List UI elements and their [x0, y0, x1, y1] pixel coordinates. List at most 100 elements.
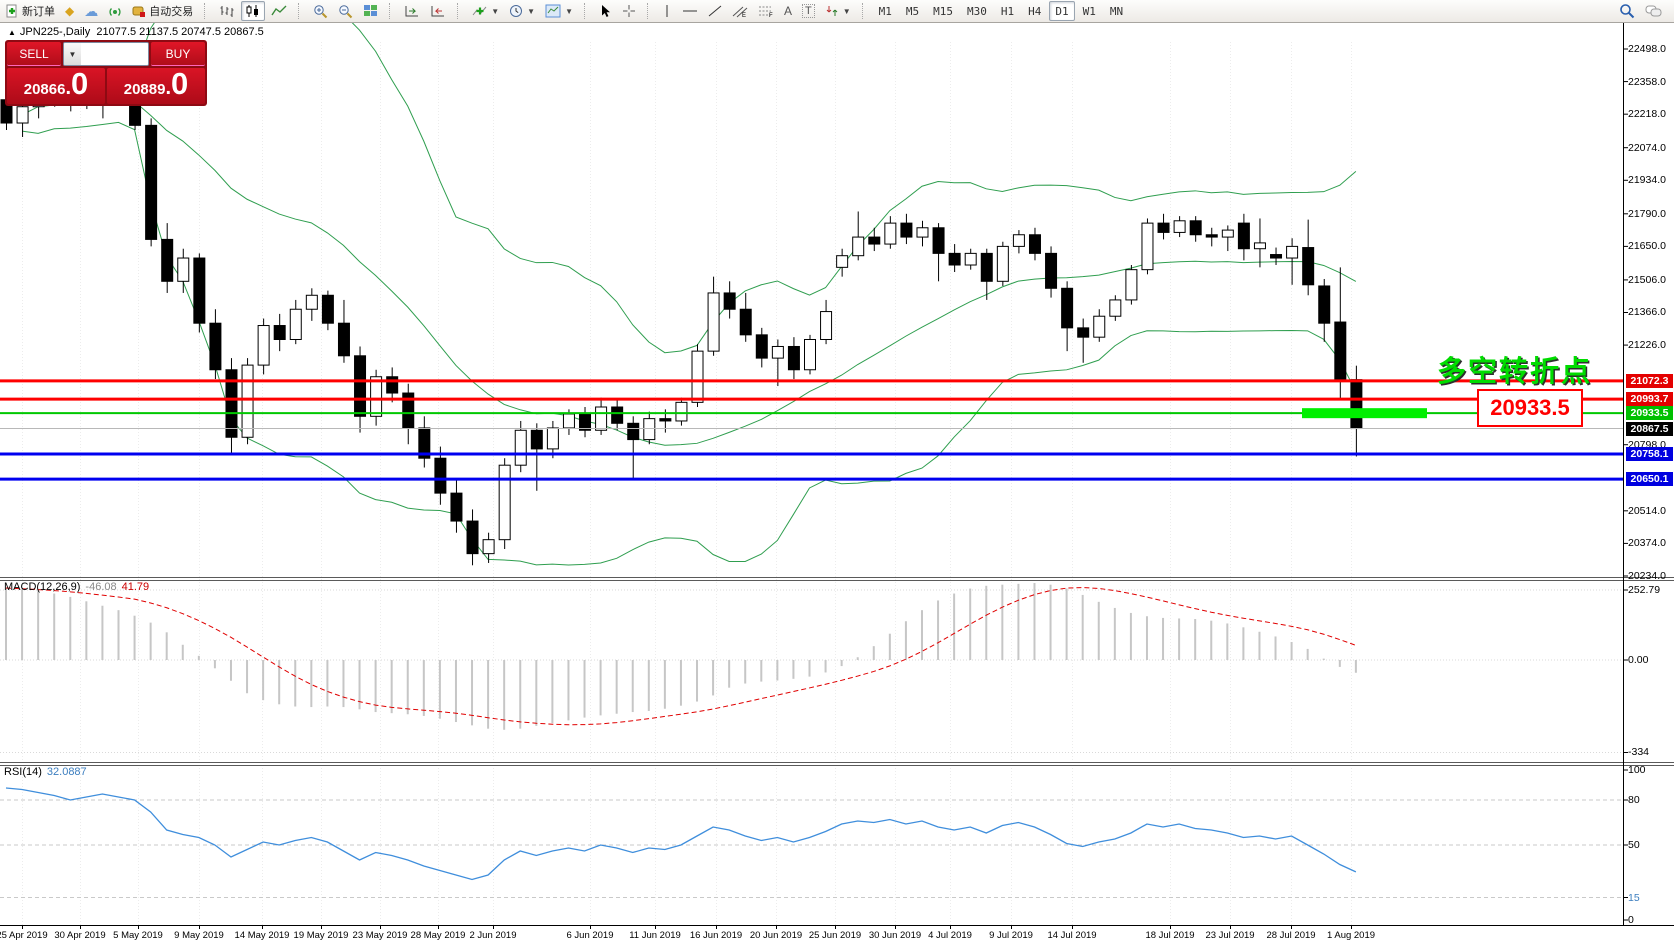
cursor-icon — [602, 5, 610, 17]
horizontal-line-tool[interactable] — [678, 1, 702, 21]
timeframe-m5[interactable]: M5 — [905, 4, 920, 18]
rsi-axis-label: 0 — [1628, 914, 1634, 926]
chart-shift-button[interactable] — [426, 1, 450, 21]
toolbar-separator — [389, 3, 395, 19]
new-order-button[interactable]: 新订单 — [1, 1, 59, 21]
price-axis-label: 21506.0 — [1628, 273, 1666, 286]
tile-windows-button[interactable] — [359, 1, 382, 21]
sell-button[interactable]: SELL — [7, 42, 61, 66]
periods-dropdown[interactable]: ▼ — [505, 1, 539, 21]
timeframe-w1[interactable]: W1 — [1082, 4, 1096, 18]
price-axis-label: 20234.0 — [1628, 569, 1666, 582]
zoom-out-button[interactable] — [334, 1, 357, 21]
chevron-down-icon: ▼ — [842, 6, 851, 16]
equidistant-channel-tool[interactable]: E — [728, 1, 752, 21]
zoom-in-button[interactable] — [309, 1, 332, 21]
text-tool-icon: A — [784, 4, 793, 18]
volume-spinner: ▼ ▲ — [63, 42, 149, 66]
timeframe-d1[interactable]: D1 — [1049, 1, 1075, 21]
price-axis-label: 21934.0 — [1628, 174, 1666, 187]
macd-pane-label: MACD(12,26,9) -46.08 41.79 — [4, 581, 149, 593]
date-axis-label: 23 Jul 2019 — [1205, 930, 1255, 941]
chart-title: ▲ JPN225-,Daily 21077.5 21137.5 20747.5 2… — [8, 26, 264, 38]
timeframe-m1[interactable]: M1 — [878, 4, 892, 18]
price-axis-label: 21790.0 — [1628, 207, 1666, 220]
ohlc-label: 21077.5 21137.5 20747.5 20867.5 — [96, 26, 264, 38]
buy-price[interactable]: 20889. 0 — [107, 68, 205, 104]
date-axis-label: 30 Apr 2019 — [54, 930, 106, 941]
templates-dropdown[interactable]: ▼ — [541, 1, 577, 21]
cursor-button[interactable] — [595, 1, 616, 21]
turning-point-annotation[interactable]: 多空转折点 — [1437, 356, 1593, 388]
horizontal-line-icon — [683, 10, 697, 12]
candlestick-chart-button[interactable] — [241, 1, 266, 21]
date-axis-label: 16 Jun 2019 — [689, 930, 743, 941]
new-order-icon — [6, 4, 17, 18]
date-axis-label: 23 May 2019 — [352, 930, 408, 941]
date-axis-label: 25 Apr 2019 — [0, 930, 48, 941]
toolbar-separator — [457, 3, 463, 19]
chevron-down-icon: ▼ — [527, 6, 536, 16]
zoom-out-icon — [339, 4, 353, 18]
search-button[interactable] — [1615, 1, 1639, 21]
autotrading-label: 自动交易 — [149, 6, 194, 18]
chart-shift-icon — [431, 6, 445, 17]
auto-scroll-button[interactable] — [400, 1, 424, 21]
channel-icon: E — [732, 6, 748, 18]
vertical-line-tool[interactable] — [658, 1, 676, 21]
price-tag: 20933.5 — [1626, 406, 1673, 421]
date-axis-label: 14 Jul 2019 — [1047, 930, 1097, 941]
main-toolbar: 新订单 ◆ ☁ 自动交易 ▼ ▼ ▼ E F A T ▼ M1 M5 M15 M30 H… — [0, 0, 1674, 23]
metaeditor-button[interactable]: ◆ — [61, 1, 78, 21]
buy-button[interactable]: BUY — [151, 42, 205, 66]
price-axis-label: 20374.0 — [1628, 537, 1666, 550]
fibonacci-tool[interactable]: F — [754, 1, 778, 21]
timeframe-h4[interactable]: H4 — [1028, 4, 1042, 18]
price-axis-label: 21366.0 — [1628, 306, 1666, 319]
rsi-axis-label: 80 — [1628, 794, 1640, 806]
chevron-down-icon: ▼ — [565, 6, 573, 16]
volume-decrease-button[interactable]: ▼ — [64, 43, 81, 65]
community-icon: ☁ — [84, 3, 99, 19]
chat-button[interactable] — [1641, 1, 1667, 21]
volume-input[interactable] — [81, 43, 148, 65]
timeframe-m15[interactable]: M15 — [933, 4, 954, 18]
line-chart-button[interactable] — [267, 1, 291, 21]
collapse-panel-icon[interactable]: ▲ — [8, 28, 16, 37]
timeframe-mn[interactable]: MN — [1109, 4, 1124, 18]
bar-chart-button[interactable] — [215, 1, 239, 21]
trendline-icon — [708, 5, 722, 17]
label-tool[interactable]: T — [798, 1, 819, 21]
label-tool-icon: T — [802, 4, 815, 18]
timeframe-h1[interactable]: H1 — [1000, 4, 1015, 18]
bar-chart-icon — [220, 6, 234, 17]
date-axis-label: 5 May 2019 — [113, 930, 163, 941]
price-tag: 20867.5 — [1626, 421, 1673, 436]
price-axis-label: 21650.0 — [1628, 240, 1666, 253]
community-button[interactable]: ☁ — [80, 1, 102, 21]
sell-price[interactable]: 20866. 0 — [7, 68, 105, 104]
rsi-name: RSI(14) — [4, 766, 42, 778]
autotrading-button[interactable]: 自动交易 — [128, 1, 197, 21]
trendline-tool[interactable] — [704, 1, 726, 21]
date-axis-label: 11 Jun 2019 — [629, 930, 681, 941]
clock-icon — [510, 5, 523, 17]
macd-axis-label: -334 — [1628, 746, 1650, 759]
one-click-trading-panel: SELL ▼ ▲ BUY 20866.0 20889.0 — [5, 40, 207, 106]
rsi-value: 32.0887 — [46, 766, 87, 778]
rsi-axis-label: 15 — [1628, 891, 1640, 904]
timeframe-m30[interactable]: M30 — [967, 4, 987, 18]
price-axis-label: 21226.0 — [1628, 339, 1666, 352]
toolbar-separator — [861, 3, 868, 19]
arrows-dropdown[interactable]: ▼ — [821, 1, 855, 21]
level-callout-box[interactable]: 20933.5 — [1477, 389, 1583, 427]
text-tool[interactable]: A — [780, 1, 796, 21]
indicators-dropdown[interactable]: ▼ — [468, 1, 503, 21]
date-axis-label: 14 May 2019 — [234, 930, 290, 941]
rsi-pane-label: RSI(14) 32.0887 — [4, 766, 87, 778]
macd-name: MACD(12,26,9) — [4, 581, 81, 593]
crosshair-button[interactable] — [618, 1, 640, 21]
signals-button[interactable] — [104, 1, 126, 21]
timeframe-group: M1 M5 M15 M30 H1 H4 D1 W1 MN — [872, 1, 1131, 21]
